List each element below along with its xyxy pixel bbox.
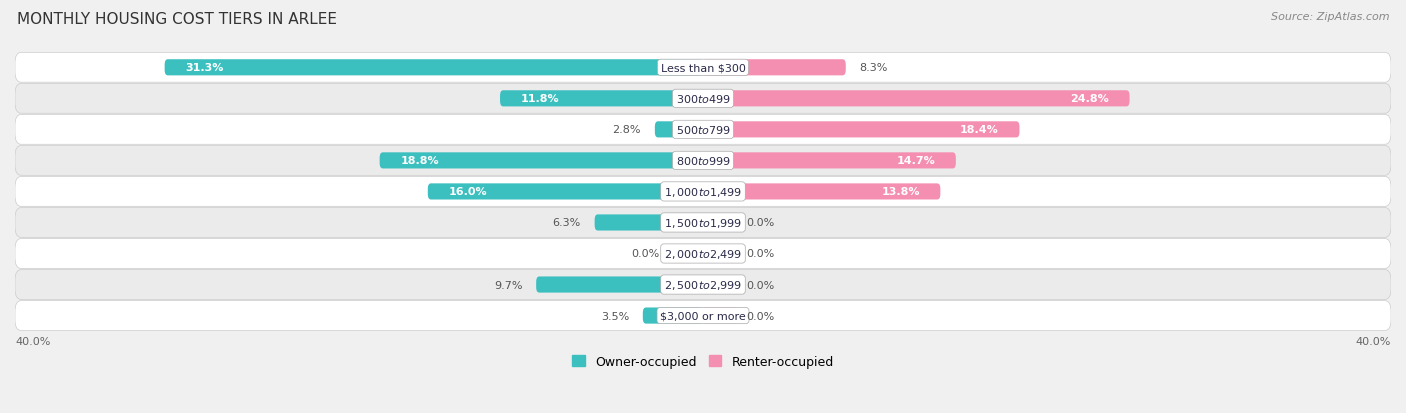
Legend: Owner-occupied, Renter-occupied: Owner-occupied, Renter-occupied	[568, 350, 838, 373]
FancyBboxPatch shape	[655, 122, 703, 138]
Text: 9.7%: 9.7%	[494, 280, 523, 290]
Text: 14.7%: 14.7%	[897, 156, 935, 166]
Text: $2,000 to $2,499: $2,000 to $2,499	[664, 247, 742, 260]
FancyBboxPatch shape	[703, 91, 1129, 107]
Text: $1,000 to $1,499: $1,000 to $1,499	[664, 185, 742, 198]
Text: Source: ZipAtlas.com: Source: ZipAtlas.com	[1271, 12, 1389, 22]
FancyBboxPatch shape	[165, 60, 703, 76]
FancyBboxPatch shape	[703, 277, 737, 293]
FancyBboxPatch shape	[703, 60, 846, 76]
Text: 8.3%: 8.3%	[859, 63, 889, 73]
Text: 16.0%: 16.0%	[449, 187, 486, 197]
Text: $300 to $499: $300 to $499	[675, 93, 731, 105]
FancyBboxPatch shape	[669, 246, 703, 262]
FancyBboxPatch shape	[427, 184, 703, 200]
FancyBboxPatch shape	[703, 246, 737, 262]
Text: 0.0%: 0.0%	[747, 249, 775, 259]
FancyBboxPatch shape	[703, 184, 941, 200]
Text: 18.8%: 18.8%	[401, 156, 439, 166]
FancyBboxPatch shape	[703, 122, 1019, 138]
Text: 24.8%: 24.8%	[1070, 94, 1109, 104]
Text: Less than $300: Less than $300	[661, 63, 745, 73]
Text: $2,500 to $2,999: $2,500 to $2,999	[664, 278, 742, 291]
FancyBboxPatch shape	[703, 153, 956, 169]
FancyBboxPatch shape	[15, 115, 1391, 145]
FancyBboxPatch shape	[643, 308, 703, 324]
Text: 2.8%: 2.8%	[613, 125, 641, 135]
FancyBboxPatch shape	[15, 239, 1391, 269]
FancyBboxPatch shape	[703, 215, 737, 231]
Text: $1,500 to $1,999: $1,500 to $1,999	[664, 216, 742, 229]
FancyBboxPatch shape	[536, 277, 703, 293]
Text: 0.0%: 0.0%	[747, 218, 775, 228]
Text: 3.5%: 3.5%	[600, 311, 628, 321]
Text: 40.0%: 40.0%	[15, 336, 51, 346]
Text: 11.8%: 11.8%	[520, 94, 560, 104]
Text: $800 to $999: $800 to $999	[675, 155, 731, 167]
Text: 40.0%: 40.0%	[1355, 336, 1391, 346]
Text: 0.0%: 0.0%	[747, 280, 775, 290]
FancyBboxPatch shape	[15, 53, 1391, 83]
FancyBboxPatch shape	[15, 270, 1391, 300]
Text: 13.8%: 13.8%	[882, 187, 920, 197]
Text: 0.0%: 0.0%	[631, 249, 659, 259]
FancyBboxPatch shape	[15, 301, 1391, 331]
Text: 18.4%: 18.4%	[960, 125, 998, 135]
Text: MONTHLY HOUSING COST TIERS IN ARLEE: MONTHLY HOUSING COST TIERS IN ARLEE	[17, 12, 337, 27]
FancyBboxPatch shape	[15, 146, 1391, 176]
Text: $3,000 or more: $3,000 or more	[661, 311, 745, 321]
Text: 6.3%: 6.3%	[553, 218, 581, 228]
Text: $500 to $799: $500 to $799	[675, 124, 731, 136]
Text: 0.0%: 0.0%	[747, 311, 775, 321]
FancyBboxPatch shape	[501, 91, 703, 107]
FancyBboxPatch shape	[595, 215, 703, 231]
Text: 31.3%: 31.3%	[186, 63, 224, 73]
FancyBboxPatch shape	[15, 208, 1391, 238]
FancyBboxPatch shape	[380, 153, 703, 169]
FancyBboxPatch shape	[15, 84, 1391, 114]
FancyBboxPatch shape	[703, 308, 737, 324]
FancyBboxPatch shape	[15, 177, 1391, 207]
